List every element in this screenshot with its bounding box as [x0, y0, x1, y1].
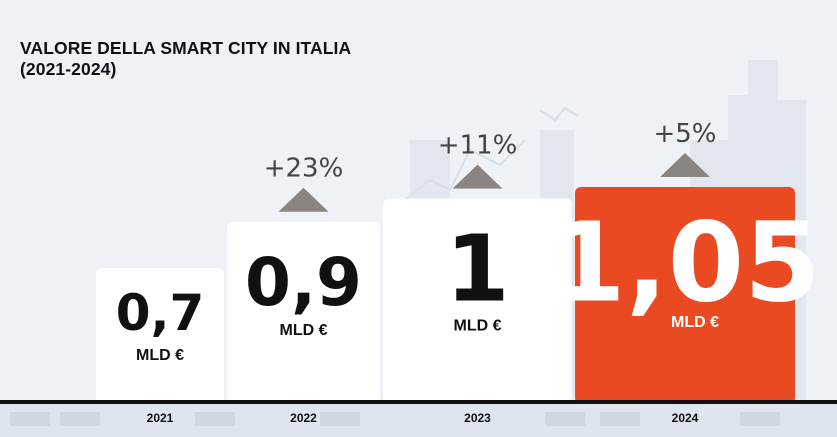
growth-arrow-2023	[452, 164, 503, 189]
unit-label-2024: MLD €	[671, 314, 719, 331]
category-label-2024: 2024	[672, 411, 699, 425]
bar-2021	[96, 268, 224, 404]
category-label-2022: 2022	[290, 411, 317, 425]
baseline	[0, 400, 837, 404]
growth-arrow-2022	[278, 187, 329, 212]
value-label-2024: 1,05	[549, 198, 820, 326]
growth-label-2022: +23%	[264, 154, 344, 184]
growth-label-2023: +11%	[438, 131, 518, 161]
chart-title-line2: (2021-2024)	[20, 59, 117, 79]
bar-2023	[383, 198, 572, 404]
unit-label-2023: MLD €	[454, 317, 502, 334]
unit-label-2021: MLD €	[136, 347, 184, 364]
chart-title: VALORE DELLA SMART CITY IN ITALIA (2021-…	[20, 38, 351, 80]
unit-label-2022: MLD €	[280, 322, 328, 339]
category-label-2021: 2021	[147, 411, 174, 425]
category-label-2023: 2023	[464, 411, 491, 425]
growth-arrow-2024	[660, 153, 710, 177]
bar-2024	[575, 187, 795, 404]
bar-2022	[227, 221, 380, 404]
chart-title-line1: VALORE DELLA SMART CITY IN ITALIA	[20, 38, 352, 58]
value-label-2023: 1	[445, 215, 509, 322]
growth-label-2024: +5%	[653, 119, 716, 149]
value-label-2021: 0,7	[116, 284, 205, 342]
value-label-2022: 0,9	[245, 244, 362, 321]
